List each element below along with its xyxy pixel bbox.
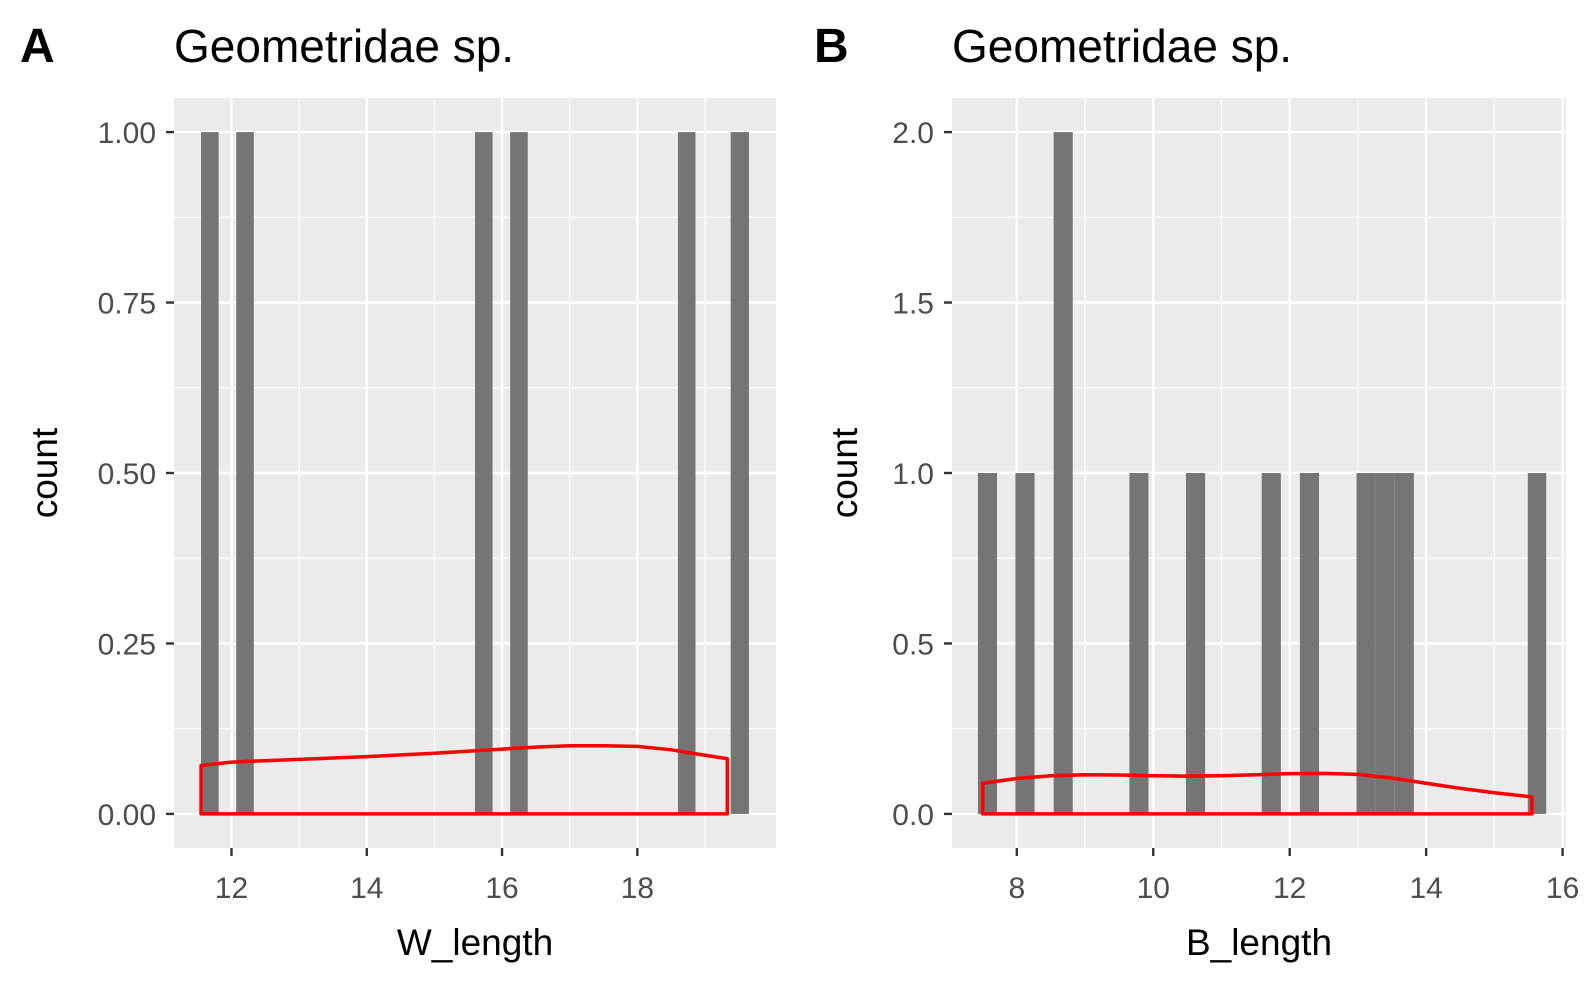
chart-1-bar xyxy=(1261,473,1281,814)
chart-0-bar xyxy=(201,132,219,814)
chart-0-x-tick-label: 12 xyxy=(215,872,248,905)
chart-1-y-axis-title: count xyxy=(824,427,865,518)
chart-0-x-axis-title: W_length xyxy=(397,922,553,963)
chart-0-bar xyxy=(730,132,749,814)
chart-1-bar xyxy=(1375,473,1395,814)
chart-1-y-tick-label: 1.0 xyxy=(892,458,934,491)
panel-label-b: B xyxy=(814,20,849,73)
chart-1-bar xyxy=(1129,473,1149,814)
chart-1-y-tick-label: 0.0 xyxy=(892,799,934,832)
chart-0-density-line xyxy=(199,743,730,816)
chart-0-bar xyxy=(475,132,493,814)
chart-0-y-tick-label: 0.50 xyxy=(98,458,156,491)
chart-0-x-tick-label: 16 xyxy=(485,872,518,905)
panel-title-a: Geometridae sp. xyxy=(174,20,514,72)
panel-b: B Geometridae sp. 0.0 0.5 1.0 1.5 2.0 8 10 12 14… xyxy=(814,20,1579,963)
chart-1-bar xyxy=(1299,473,1320,814)
panel-label-a: A xyxy=(20,20,55,73)
chart-1-x-tick-label: 12 xyxy=(1273,872,1306,905)
chart-1-bar xyxy=(1053,132,1073,814)
chart-0-y-tick-label: 1.00 xyxy=(98,117,156,150)
chart-0-y-tick-label: 0.00 xyxy=(98,799,156,832)
chart-0-y-tick-label: 0.75 xyxy=(98,288,156,321)
chart-0-x-tick-label: 18 xyxy=(621,872,654,905)
chart-1-x-tick-label: 16 xyxy=(1546,872,1579,905)
chart-1-x-tick-label: 14 xyxy=(1409,872,1442,905)
chart-1-density-line xyxy=(980,771,1534,816)
chart-1-bar xyxy=(1015,473,1035,814)
chart-0-bar xyxy=(677,132,696,814)
chart-1-x-axis-title: B_length xyxy=(1186,922,1332,963)
chart-0-bar xyxy=(236,132,254,814)
chart-0-x-tick-label: 14 xyxy=(350,872,383,905)
chart-0-y-axis-title: count xyxy=(24,427,65,518)
chart-0-bar xyxy=(510,132,528,814)
chart-1-y-tick-label: 2.0 xyxy=(892,117,934,150)
panel-title-b: Geometridae sp. xyxy=(952,20,1292,72)
chart-1-y-tick-label: 1.5 xyxy=(892,288,934,321)
chart-1-bar xyxy=(977,473,998,814)
panel-a: A Geometridae sp. 0.00 0.25 0.50 0.75 1.00 12… xyxy=(20,20,776,963)
chart-1-bar xyxy=(1394,473,1414,814)
chart-1-bar xyxy=(1186,473,1206,814)
chart-1-x-tick-label: 10 xyxy=(1137,872,1170,905)
chart-1-x-tick-label: 8 xyxy=(1008,872,1025,905)
chart-0-y-tick-label: 0.25 xyxy=(98,628,156,661)
chart-1-bar xyxy=(1527,473,1547,814)
chart-1-y-tick-label: 0.5 xyxy=(892,628,934,661)
chart-1-bar xyxy=(1356,473,1376,814)
